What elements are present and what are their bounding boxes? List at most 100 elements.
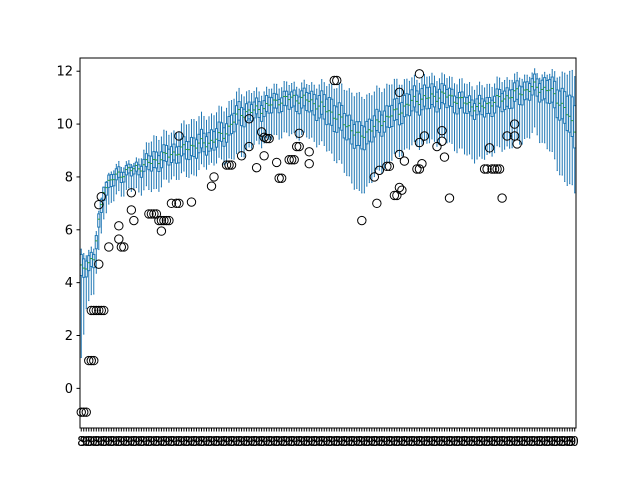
- x-tick-label: 8: [160, 435, 168, 450]
- outlier-point: [357, 215, 367, 226]
- x-tick-label: 8: [378, 435, 386, 450]
- box-129: [400, 84, 404, 157]
- x-tick-label: 0: [330, 435, 338, 450]
- box-114: [362, 99, 366, 194]
- box-59: [224, 107, 229, 164]
- x-tick-label: 0: [308, 435, 316, 450]
- x-tick-label: 0: [232, 435, 240, 450]
- box-91: [305, 84, 309, 138]
- x-tick-label: 9: [380, 435, 388, 450]
- x-tick-label: 0: [82, 435, 90, 450]
- box-192: [558, 76, 562, 176]
- box-24: [137, 158, 141, 193]
- y-axis: 0 2 4 6 8 10 12: [56, 65, 80, 397]
- box-50: [202, 115, 206, 168]
- x-tick-label: 0: [127, 435, 135, 450]
- x-tick-label: 9: [245, 435, 253, 450]
- x-tick-label: 9: [463, 435, 471, 450]
- y-tick-label: 0: [65, 382, 73, 397]
- box-111: [355, 92, 359, 189]
- box-132: [407, 80, 411, 150]
- x-tick-label: 8: [115, 435, 123, 450]
- x-tick-label: 8: [242, 435, 250, 450]
- x-tick-label: 0: [210, 435, 218, 450]
- x-tick-label: 9: [493, 435, 501, 450]
- x-tick-label: 8: [310, 435, 318, 450]
- x-tick-label: 0: [556, 435, 564, 450]
- outlier-point: [161, 215, 172, 226]
- x-tick-label: 9: [200, 435, 208, 450]
- x-tick-label: 8: [257, 435, 265, 450]
- x-tick-label: 8: [250, 435, 258, 450]
- x-tick-label: 8: [408, 435, 416, 450]
- outlier-point: [86, 305, 96, 316]
- x-tick-label: 0: [368, 435, 376, 450]
- x-tick-label: 0: [112, 435, 120, 450]
- box-body: [97, 213, 101, 228]
- x-tick-label: 9: [147, 435, 155, 450]
- x-tick-label: 8: [175, 435, 183, 450]
- x-tick-label: 9: [538, 435, 546, 450]
- x-tick-label: 9: [215, 435, 223, 450]
- x-tick-label: 0: [142, 435, 150, 450]
- x-tick-label: 8: [566, 435, 574, 450]
- x-tick-label: 8: [85, 435, 93, 450]
- x-tick-label: 0: [165, 435, 173, 450]
- box-6: [92, 248, 96, 295]
- outlier-point: [294, 141, 304, 152]
- x-tick-label: 8: [475, 435, 483, 450]
- x-tick-label: 0: [353, 435, 361, 450]
- x-tick-label: 0: [338, 435, 346, 450]
- x-tick-label: 0: [375, 435, 383, 450]
- x-tick-label: 9: [508, 435, 516, 450]
- x-tick-label: 0: [435, 435, 443, 450]
- x-tick-label: 9: [267, 435, 275, 450]
- x-tick-label: 0: [187, 435, 195, 450]
- x-tick-label: 8: [100, 435, 108, 450]
- outlier-point: [149, 209, 159, 219]
- y-tick-label: 6: [65, 223, 73, 238]
- box-23: [134, 157, 138, 189]
- outlier-point: [119, 242, 129, 252]
- x-tick-label: 8: [212, 435, 220, 450]
- outlier-point: [509, 119, 520, 129]
- x-tick-label: 9: [523, 435, 531, 450]
- outlier-point: [414, 137, 425, 148]
- outlier-point: [399, 156, 410, 166]
- box-172: [508, 79, 512, 149]
- x-tick-label: 8: [182, 435, 190, 450]
- outlier-point: [284, 155, 294, 165]
- box-8: [97, 210, 101, 251]
- y-tick-label: 2: [65, 329, 73, 344]
- x-tick-label: 8: [318, 435, 326, 450]
- x-tick-label: 8: [536, 435, 544, 450]
- outlier-point: [294, 128, 304, 139]
- x-tick-label: 9: [373, 435, 381, 450]
- outlier-point: [94, 259, 104, 269]
- outlier-point: [206, 181, 217, 191]
- x-tick-label: 0: [120, 435, 128, 450]
- x-tick-label: 9: [170, 435, 178, 450]
- outlier-point: [259, 132, 269, 142]
- x-tick-label: 8: [400, 435, 408, 450]
- box-78: [272, 83, 276, 135]
- box-167: [495, 76, 499, 147]
- x-tick-label: 8: [453, 435, 461, 450]
- x-tick-label: 0: [247, 435, 255, 450]
- x-tick-label: 0: [473, 435, 481, 450]
- outlier-point: [382, 161, 392, 172]
- outlier-point: [432, 141, 442, 152]
- x-tick-label: 9: [478, 435, 486, 450]
- x-tick-label: 8: [445, 435, 453, 450]
- box-55: [214, 112, 219, 164]
- outlier-point: [489, 164, 500, 174]
- outlier-point: [224, 160, 234, 170]
- outlier-point: [256, 127, 267, 137]
- x-tick-label: 9: [470, 435, 478, 450]
- x-tick-label: 0: [300, 435, 308, 450]
- x-tick-label: 9: [207, 435, 215, 450]
- x-tick-label: 0: [548, 435, 556, 450]
- x-tick-label: 9: [395, 435, 403, 450]
- x-tick-label: 9: [260, 435, 268, 450]
- box-131: [405, 78, 409, 149]
